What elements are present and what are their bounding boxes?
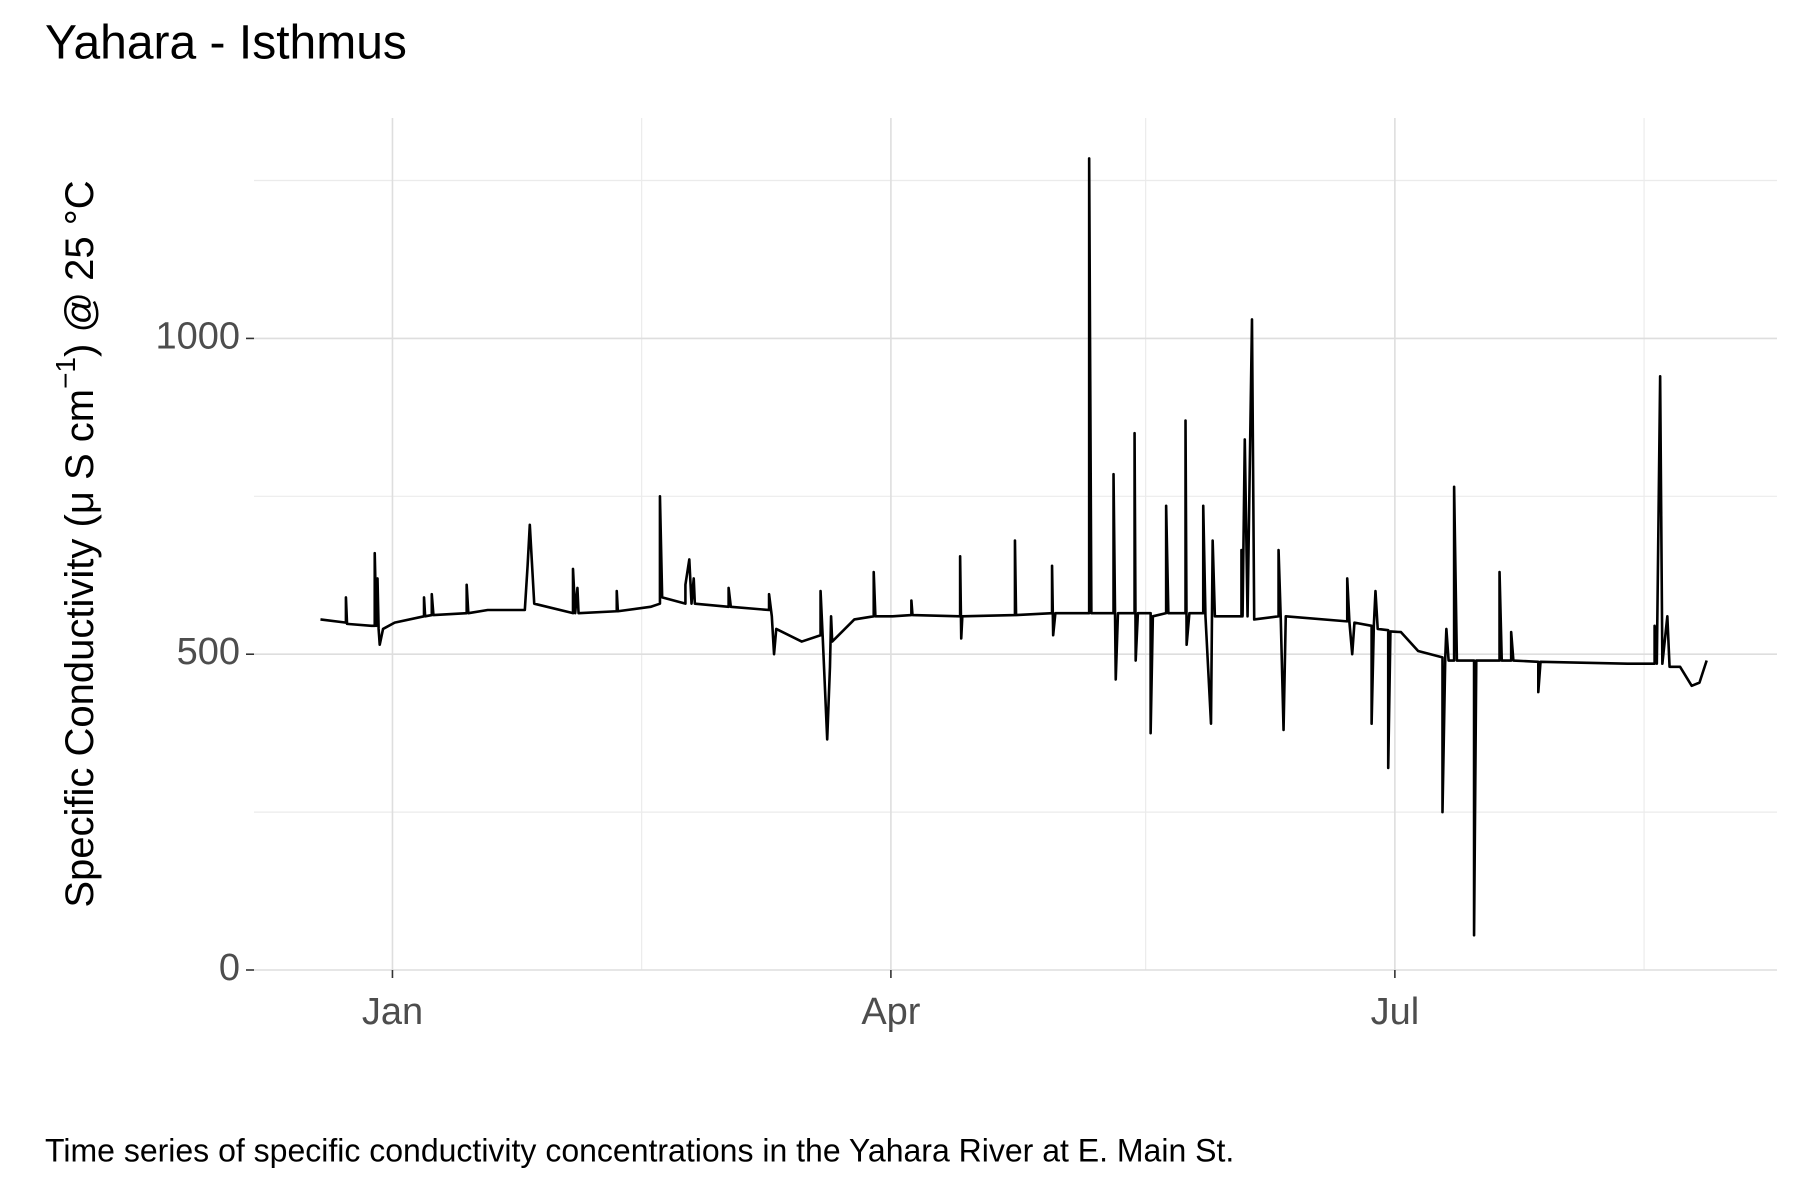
y-label-part: ) @ 25 °C (58, 180, 102, 357)
caption: Time series of specific conductivity con… (45, 1132, 1234, 1168)
chart-title: Yahara - Isthmus (45, 17, 407, 70)
x-tick-label: Jan (362, 991, 423, 1033)
x-tick-label: Jul (1371, 991, 1420, 1033)
data-line (320, 157, 1708, 937)
y-label-part: Specific Conductivity (μ S cm (58, 389, 102, 908)
y-label-sup: −1 (50, 357, 81, 389)
y-tick-label: 1000 (155, 315, 240, 357)
y-axis-label: Specific Conductivity (μ S cm−1) @ 25 °C (50, 180, 101, 907)
x-tick-label: Apr (861, 991, 920, 1033)
y-tick-label: 0 (219, 947, 240, 989)
y-tick-label: 500 (177, 631, 240, 673)
